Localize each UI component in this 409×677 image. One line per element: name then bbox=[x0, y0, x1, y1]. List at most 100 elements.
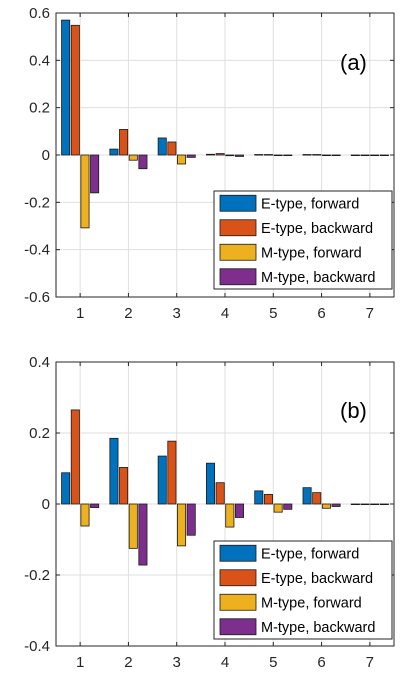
bar-1-6 bbox=[302, 487, 312, 505]
y-tick-label: 0 bbox=[42, 147, 50, 164]
bar-3-1 bbox=[80, 154, 90, 229]
legend-swatch-1 bbox=[219, 194, 257, 212]
legend-swatch-4 bbox=[219, 618, 257, 636]
bar-1-4 bbox=[206, 462, 216, 505]
x-tick-label: 2 bbox=[124, 654, 132, 671]
bar-4-3 bbox=[186, 503, 196, 536]
x-tick-label: 6 bbox=[317, 654, 325, 671]
bar-1-5 bbox=[254, 154, 264, 156]
legend-entry-4: M-type, backward bbox=[261, 620, 375, 636]
x-tick-label: 7 bbox=[366, 305, 374, 322]
bar-4-1 bbox=[90, 154, 100, 194]
bar-4-3 bbox=[186, 154, 196, 158]
bar-4-2 bbox=[138, 503, 148, 566]
x-tick-label: 3 bbox=[173, 305, 181, 322]
bar-3-3 bbox=[177, 503, 187, 547]
legend-entry-1: E-type, forward bbox=[261, 546, 359, 562]
bar-1-3 bbox=[157, 137, 167, 156]
y-tick-label: -0.2 bbox=[24, 194, 50, 211]
bar-2-3 bbox=[167, 141, 177, 156]
bar-4-6 bbox=[331, 154, 341, 157]
bar-4-5 bbox=[283, 154, 293, 157]
bar-1-5 bbox=[254, 490, 264, 505]
x-tick-label: 2 bbox=[124, 305, 132, 322]
bar-1-1 bbox=[61, 19, 71, 156]
y-tick-label: 0.2 bbox=[29, 425, 50, 442]
bar-2-4 bbox=[215, 153, 225, 156]
panel-label: (b) bbox=[340, 398, 367, 423]
x-tick-label: 6 bbox=[317, 305, 325, 322]
bar-2-3 bbox=[167, 440, 177, 505]
bar-3-2 bbox=[128, 154, 138, 161]
bar-3-1 bbox=[80, 503, 90, 527]
x-tick-label: 3 bbox=[173, 654, 181, 671]
bar-4-5 bbox=[283, 503, 293, 510]
bar-2-2 bbox=[119, 467, 129, 505]
chart-panel-2: -0.4 -0.2 0 0.2 0.4 1 2 3 4 5 6 7 (b) E-type, forward… bbox=[24, 354, 395, 671]
x-tick-label: 7 bbox=[366, 654, 374, 671]
bar-3-7 bbox=[370, 154, 380, 157]
bar-1-1 bbox=[61, 472, 71, 505]
bar-3-5 bbox=[273, 503, 283, 513]
bar-3-4 bbox=[225, 154, 235, 157]
bar-3-5 bbox=[273, 154, 283, 157]
legend-swatch-2 bbox=[219, 569, 257, 587]
bar-2-5 bbox=[263, 494, 273, 505]
y-tick-label: 0.6 bbox=[29, 5, 50, 22]
y-tick-label: 0.4 bbox=[29, 52, 50, 69]
bar-3-6 bbox=[321, 154, 331, 157]
bar-1-7 bbox=[350, 503, 360, 506]
x-tick-label: 5 bbox=[269, 654, 277, 671]
bar-4-4 bbox=[234, 503, 244, 518]
legend: E-type, forward E-type, backward M-type, f… bbox=[213, 190, 393, 290]
bar-4-2 bbox=[138, 154, 148, 170]
bar-1-2 bbox=[109, 437, 119, 505]
bar-3-3 bbox=[177, 154, 187, 165]
legend-entry-2: E-type, backward bbox=[261, 571, 373, 587]
bar-4-4 bbox=[234, 154, 244, 157]
bar-4-1 bbox=[90, 503, 100, 508]
x-tick-label: 4 bbox=[221, 654, 229, 671]
bar-1-7 bbox=[350, 154, 360, 157]
legend-swatch-3 bbox=[219, 243, 257, 261]
bar-4-6 bbox=[331, 503, 341, 507]
bar-1-4 bbox=[206, 153, 216, 156]
bar-2-6 bbox=[312, 154, 322, 156]
bar-2-6 bbox=[312, 492, 322, 505]
legend-entry-3: M-type, forward bbox=[261, 245, 362, 261]
y-tick-label: 0.4 bbox=[29, 354, 50, 371]
y-tick-label: 0 bbox=[42, 496, 50, 513]
bar-2-4 bbox=[215, 482, 225, 505]
bar-3-2 bbox=[128, 503, 138, 549]
legend-swatch-4 bbox=[219, 268, 257, 286]
y-tick-label: -0.2 bbox=[24, 567, 50, 584]
bar-1-3 bbox=[157, 455, 167, 505]
panel-label: (a) bbox=[340, 50, 367, 75]
y-tick-label: 0.2 bbox=[29, 100, 50, 117]
x-tick-label: 4 bbox=[221, 305, 229, 322]
chart-panel-1: -0.6 -0.4 -0.2 0 0.2 0.4 0.6 1 2 3 4 5 6 7 (a) E-type, … bbox=[24, 5, 395, 322]
legend-entry-1: E-type, forward bbox=[261, 196, 359, 212]
bar-2-7 bbox=[360, 154, 370, 157]
legend-entry-4: M-type, backward bbox=[261, 270, 375, 286]
bar-2-2 bbox=[119, 129, 129, 156]
bar-2-7 bbox=[360, 503, 370, 506]
x-tick-label: 1 bbox=[76, 305, 84, 322]
legend-entry-2: E-type, backward bbox=[261, 221, 373, 237]
legend: E-type, forward E-type, backward M-type, f… bbox=[213, 540, 393, 640]
bar-3-6 bbox=[321, 503, 331, 509]
bar-2-1 bbox=[70, 24, 80, 156]
bar-3-4 bbox=[225, 503, 235, 528]
bar-2-1 bbox=[70, 409, 80, 505]
bar-4-7 bbox=[379, 503, 389, 506]
y-tick-label: -0.4 bbox=[24, 638, 50, 655]
bar-1-2 bbox=[109, 148, 119, 156]
x-tick-label: 5 bbox=[269, 305, 277, 322]
bar-2-5 bbox=[263, 154, 273, 156]
legend-swatch-2 bbox=[219, 219, 257, 237]
bar-1-6 bbox=[302, 154, 312, 156]
legend-swatch-1 bbox=[219, 544, 257, 562]
legend-swatch-3 bbox=[219, 593, 257, 611]
y-tick-label: -0.6 bbox=[24, 289, 50, 306]
